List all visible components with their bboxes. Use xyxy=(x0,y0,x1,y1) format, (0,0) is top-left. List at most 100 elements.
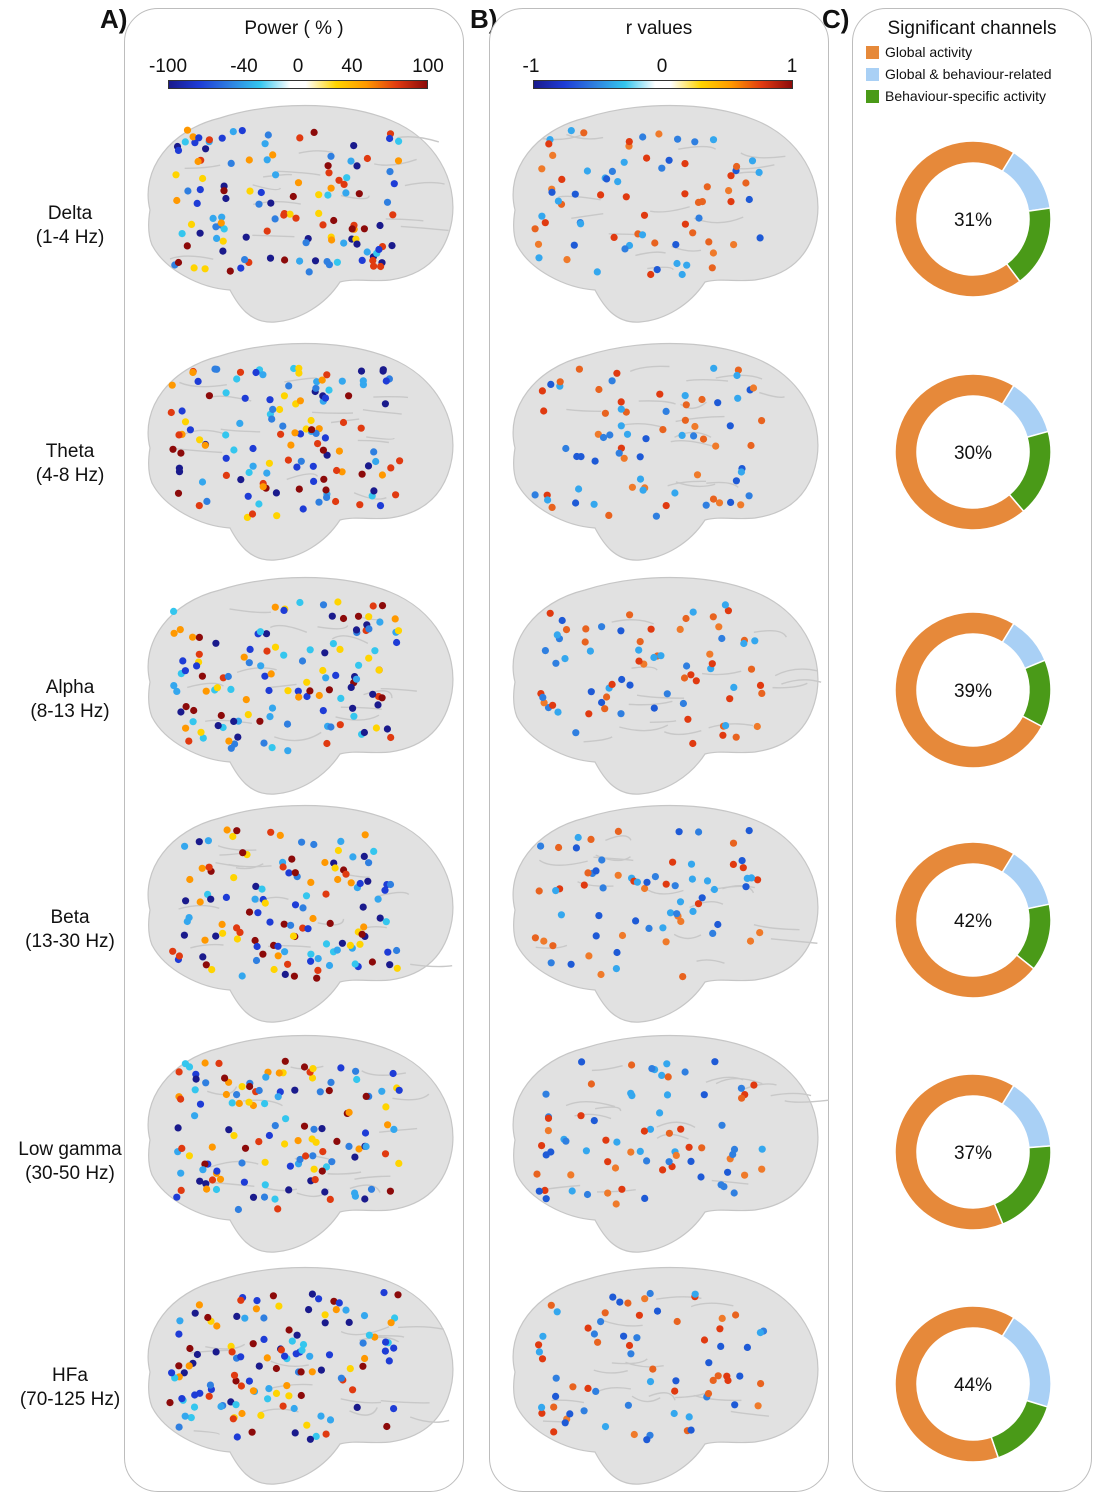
electrode-dot xyxy=(208,1176,217,1184)
electrode-dot xyxy=(381,1150,390,1158)
electrode-dot xyxy=(709,249,717,257)
electrode-dot xyxy=(304,925,312,933)
electrode-dot xyxy=(726,695,734,703)
electrode-dot xyxy=(183,126,192,134)
electrode-dot xyxy=(168,381,176,389)
electrode-dot xyxy=(284,456,292,464)
sulcus-line xyxy=(602,1319,643,1327)
electrode-dot xyxy=(191,1309,199,1317)
electrode-dot xyxy=(297,1391,305,1400)
electrode-dot xyxy=(217,711,225,720)
electrode-dot xyxy=(292,1350,300,1358)
electrode-dot xyxy=(255,200,263,208)
electrode-dot xyxy=(290,972,298,980)
electrode-dot xyxy=(681,190,689,198)
electrode-dot xyxy=(393,946,401,955)
sulcus-line xyxy=(565,1100,616,1108)
electrode-dot xyxy=(349,1386,357,1394)
electrode-dot xyxy=(727,172,735,180)
electrode-dot xyxy=(219,247,227,255)
electrode-dot xyxy=(327,184,335,192)
electrode-dot xyxy=(662,407,670,415)
electrode-dot xyxy=(220,187,228,195)
electrode-dot xyxy=(202,1180,210,1188)
electrode-dot xyxy=(673,910,681,918)
electrode-dot xyxy=(636,1147,644,1155)
electrode-dot xyxy=(348,225,356,233)
electrode-dot xyxy=(594,1338,602,1346)
electrode-dot xyxy=(385,1357,393,1365)
electrode-dot xyxy=(229,832,237,841)
electrode-dot xyxy=(232,1401,240,1409)
electrode-dot xyxy=(332,671,340,679)
electrode-dot xyxy=(236,419,244,427)
electrode-dot xyxy=(310,128,318,136)
electrode-dot xyxy=(330,216,338,225)
electrode-dot xyxy=(390,1125,398,1133)
electrode-dot xyxy=(693,471,702,479)
electrode-dot xyxy=(577,1112,585,1120)
electrode-dot xyxy=(274,952,282,960)
sulcus-line xyxy=(638,400,676,405)
electrode-dot xyxy=(598,623,606,631)
sulcus-line xyxy=(270,1360,309,1368)
electrode-dot xyxy=(269,151,277,159)
electrode-dot xyxy=(298,1346,306,1354)
electrode-dot xyxy=(608,680,616,688)
electrode-dot xyxy=(395,1159,403,1167)
sulcus-line xyxy=(205,719,253,724)
electrode-dot xyxy=(319,707,327,715)
electrode-dot xyxy=(678,270,686,279)
electrode-dot xyxy=(540,407,548,415)
electrode-dot xyxy=(583,1190,592,1199)
electrode-dot xyxy=(271,1122,279,1130)
electrode-dot xyxy=(318,1167,326,1175)
electrode-dot xyxy=(175,431,183,439)
electrode-dot xyxy=(375,245,383,254)
electrode-dot xyxy=(729,860,737,868)
electrode-dot xyxy=(321,858,329,867)
electrode-dot xyxy=(553,631,561,639)
electrode-dot xyxy=(285,869,293,877)
electrode-dot xyxy=(332,1306,340,1314)
electrode-dot xyxy=(352,626,361,634)
legend-label-global: Global activity xyxy=(885,44,973,60)
sulcus-line xyxy=(361,1070,406,1076)
electrode-dot xyxy=(365,654,373,662)
electrode-dot xyxy=(175,952,183,960)
electrode-dot xyxy=(326,919,334,927)
electrode-dot xyxy=(265,459,273,467)
electrode-dot xyxy=(182,897,190,905)
electrode-dot xyxy=(191,139,199,147)
sulcus-line xyxy=(753,924,800,931)
sulcus-line xyxy=(770,938,818,944)
electrode-dot xyxy=(305,268,313,276)
electrode-dot xyxy=(178,1144,186,1152)
electrode-dot xyxy=(394,1291,402,1299)
electrode-dot xyxy=(572,729,580,737)
electrode-dot xyxy=(714,1372,722,1380)
electrode-dot xyxy=(218,920,226,928)
electrode-dot xyxy=(321,1188,329,1196)
electrode-dot xyxy=(618,931,627,940)
electrode-dot xyxy=(537,842,545,850)
legend-label-behaviour-specific: Behaviour-specific activity xyxy=(885,88,1047,104)
electrode-dot xyxy=(599,884,607,892)
electrode-dot xyxy=(333,1137,341,1145)
electrode-dot xyxy=(687,1157,695,1165)
donut-3-center-label: 42% xyxy=(954,911,992,932)
electrode-dot xyxy=(294,179,303,187)
brain-r-0 xyxy=(512,104,819,323)
electrode-dot xyxy=(246,1082,254,1091)
sulcus-line xyxy=(678,145,717,150)
electrode-dot xyxy=(201,1059,209,1067)
electrode-dot xyxy=(293,1331,301,1339)
electrode-dot xyxy=(221,1074,229,1082)
electrode-dot xyxy=(624,1401,632,1409)
sulcus-line xyxy=(357,439,389,444)
electrode-dot xyxy=(608,167,616,175)
electrode-dot xyxy=(235,1099,243,1107)
electrode-dot xyxy=(620,1332,628,1340)
electrode-dot xyxy=(630,1430,638,1439)
sulcus-line xyxy=(759,391,785,398)
